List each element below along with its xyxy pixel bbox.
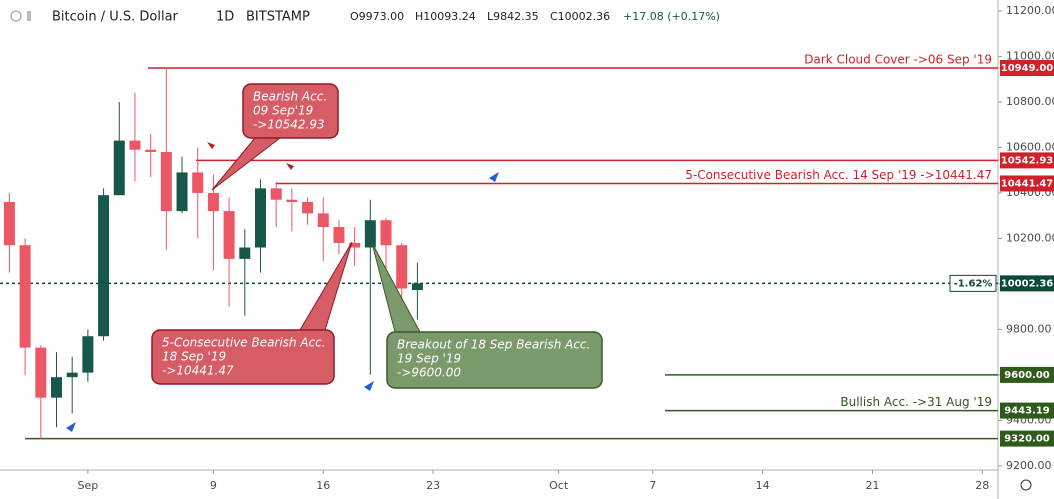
icon [364,381,374,391]
y-tick-label: 11200.00 [1006,4,1054,17]
x-tick-label: 23 [426,479,440,492]
callout-text: ->9600.00 [397,366,461,380]
y-tick-label: 11000.00 [1006,49,1054,62]
candle-body [66,372,78,378]
exchange: BITSTAMP [246,10,310,25]
candle-body [333,227,345,243]
callout-text: 5-Consecutive Bearish Acc. [162,336,326,350]
x-tick-label: 28 [975,479,989,492]
candle-body [35,347,47,398]
level-note: Bullish Acc. ->31 Aug '19 [840,395,992,409]
candle-body [113,140,125,196]
level-box-label: 10441.47 [1001,178,1054,189]
ohlc-high: H10093.24 [415,10,476,23]
candle-body [317,213,329,228]
icon [489,172,499,182]
callout-text: ->10441.47 [162,364,234,378]
level-box [1000,60,1054,77]
y-tick-label: 10800.00 [1006,95,1054,108]
y-tick-label: 10600.00 [1006,140,1054,153]
level-note: 5-Consecutive Bearish Acc. 14 Sep '19 ->… [685,168,992,182]
price-label: 10002.36 [1001,278,1054,289]
callout-text: Bearish Acc. [253,90,327,104]
change: +17.08 (+0.17%) [623,10,720,23]
candle-body [160,151,172,212]
x-tick-label: Oct [549,479,569,492]
candle-body [129,140,141,150]
callout-text: Breakout of 18 Sep Bearish Acc. [397,338,590,352]
settings-icon[interactable] [1020,479,1032,491]
x-tick-label: 7 [649,479,656,492]
price-change: -1.62% [954,278,993,289]
candle-body [223,211,235,259]
candle-body [270,188,282,200]
interval: 1D [216,10,234,25]
y-tick-label: 10200.00 [1006,231,1054,244]
level-box [1000,402,1054,419]
level-note: Dark Cloud Cover ->06 Sep '19 [804,53,992,67]
candle-body [396,245,408,289]
candle-body [192,172,204,193]
callout-text: 19 Sep '19 [397,352,461,366]
symbol: Bitcoin / U.S. Dollar [52,10,179,25]
candle-body [302,202,314,214]
header-icon [10,10,22,22]
candle-body [207,192,219,212]
level-box [1000,175,1054,192]
level-box-label: 9320.00 [1004,434,1050,445]
price-box [1000,275,1054,292]
x-tick-label: Sep [78,479,99,492]
callout-text: ->10542.93 [253,118,325,132]
header-icon [27,11,31,21]
candle-body [3,202,15,246]
candle-body [364,220,376,248]
y-tick-label: 9200.00 [1006,459,1052,472]
icon [66,422,76,432]
level-box-label: 9600.00 [1004,370,1050,381]
candle-body [380,220,392,246]
ohlc-open: O9973.00 [350,10,404,23]
callout-box [151,329,335,385]
callout-text: 09 Sep'19 [253,104,313,118]
icon [207,142,215,149]
candle-body [176,172,188,212]
level-box-label: 10949.00 [1001,63,1054,74]
level-box [1000,366,1054,383]
icon [286,163,294,170]
callout-box [386,331,603,389]
candle-body [411,283,423,291]
x-tick-label: 14 [756,479,770,492]
level-box [1000,430,1054,447]
candle-body [239,247,251,259]
candle-body [145,149,157,152]
candle-body [19,245,31,348]
y-tick-label: 9800.00 [1006,322,1052,335]
x-tick-label: 16 [316,479,330,492]
level-box-label: 9443.19 [1004,406,1050,417]
callout-box [242,83,339,139]
change-box [949,274,997,292]
ohlc-close: C10002.36 [550,10,610,23]
ohlc-low: L9842.35 [487,10,539,23]
candle-body [286,199,298,203]
callout-text: 18 Sep '19 [162,350,226,364]
candle-body [82,336,94,373]
x-tick-label: 21 [865,479,879,492]
x-tick-label: 9 [210,479,217,492]
candle-body [349,242,361,248]
candle-body [98,195,110,337]
header: Bitcoin / U.S. Dollar 1D BITSTAMP O9973.… [10,10,720,25]
candle-body [50,377,62,398]
candle-body [254,188,266,248]
level-box-label: 10542.93 [1001,155,1054,166]
level-box [1000,152,1054,169]
